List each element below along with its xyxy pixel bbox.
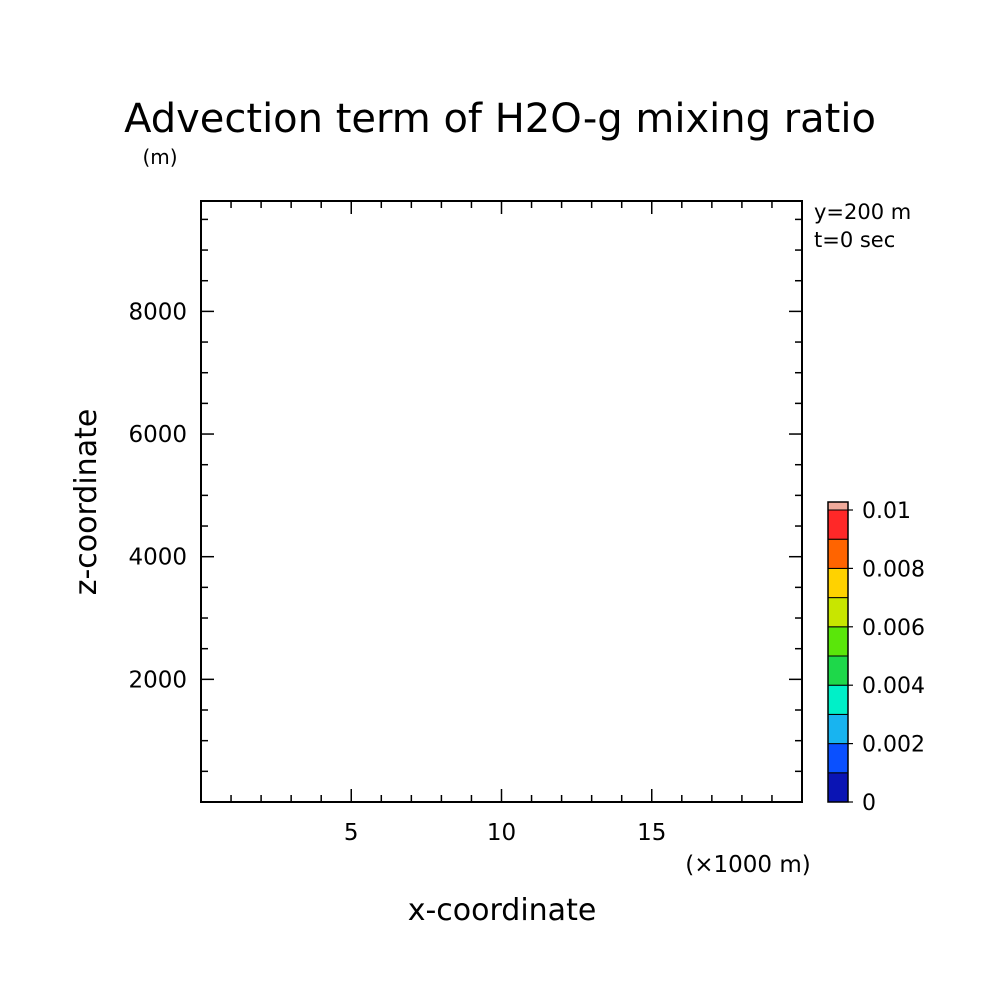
x-axis: 5 10 15 xyxy=(230,201,773,846)
colorbar-segment xyxy=(827,713,849,745)
colorbar-label: 0.01 xyxy=(862,499,911,524)
colorbar-label: 0.004 xyxy=(862,674,925,699)
colorbar-label: 0.002 xyxy=(862,733,925,758)
colorbar-segment xyxy=(827,684,849,715)
colorbar-segment xyxy=(827,626,849,657)
x-tick-label: 5 xyxy=(344,820,359,846)
y-unit-label: (m) xyxy=(142,145,177,169)
y-tick-label: 4000 xyxy=(128,545,187,571)
colorbar-segment xyxy=(827,538,849,569)
plot-area xyxy=(200,200,803,803)
colorbar-segment xyxy=(827,655,849,686)
colorbar-segment xyxy=(827,597,849,628)
colorbar-segment xyxy=(827,567,849,599)
x-tick-label: 10 xyxy=(487,820,516,846)
y-tick-label: 2000 xyxy=(128,667,187,693)
colorbar-segment xyxy=(827,743,849,774)
colorbar-label: 0.008 xyxy=(862,557,925,582)
colorbar-segment xyxy=(827,501,849,511)
chart-title: Advection term of H2O-g mixing ratio xyxy=(124,96,876,142)
colorbar-frame xyxy=(827,501,849,803)
x-tick-label: 15 xyxy=(637,820,666,846)
annotation-y: y=200 m xyxy=(814,200,911,224)
y-axis-label: z-coordinate xyxy=(69,409,104,596)
colorbar-segment xyxy=(827,772,849,803)
colorbar-segment xyxy=(827,509,849,540)
annotation-t: t=0 sec xyxy=(814,228,895,252)
colorbar-label: 0.006 xyxy=(862,616,925,641)
y-tick-label: 6000 xyxy=(128,422,187,448)
colorbar-label: 0 xyxy=(862,791,876,816)
x-axis-label: x-coordinate xyxy=(408,893,597,928)
y-axis: 2000 4000 6000 8000 xyxy=(128,218,802,773)
x-unit-label: (×1000 m) xyxy=(685,852,810,878)
colorbar: 0 0.002 0.004 0.006 0.008 0.01 xyxy=(827,499,925,816)
y-tick-label: 8000 xyxy=(128,299,187,325)
